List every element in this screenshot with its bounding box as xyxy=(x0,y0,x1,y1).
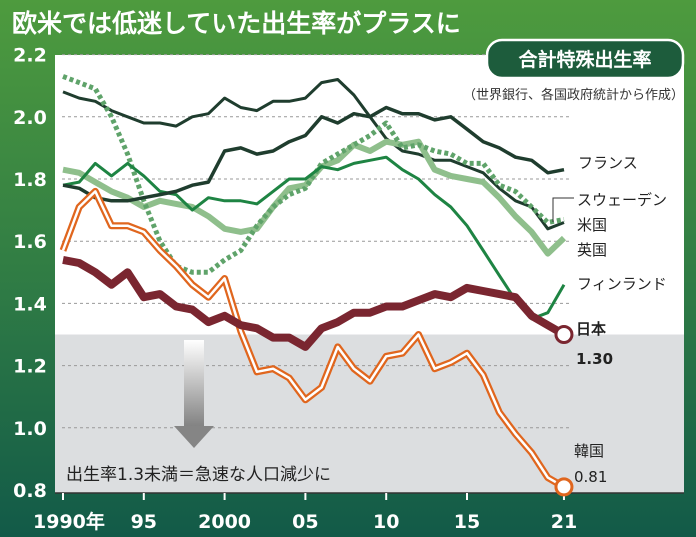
subtitle-badge xyxy=(485,38,685,80)
y-tick-label: 2.0 xyxy=(13,107,47,129)
series-line-4 xyxy=(62,105,565,203)
x-tick-label: 1990年 xyxy=(33,510,105,533)
legend-label-uk: 英国 xyxy=(577,241,607,259)
x-tick-label: 05 xyxy=(292,511,318,533)
subtitle: 合計特殊出生率 xyxy=(518,48,651,71)
x-tick-label: 21 xyxy=(551,511,577,533)
y-tick-label: 2.2 xyxy=(13,45,47,67)
down-arrow-shaft xyxy=(184,340,204,428)
y-tick-label: 1.0 xyxy=(13,418,47,440)
y-tick-label: 1.2 xyxy=(13,356,47,378)
y-tick-label: 1.6 xyxy=(13,231,47,253)
y-tick-label: 1.8 xyxy=(13,169,47,191)
legend-label-us: 米国 xyxy=(577,216,607,234)
series-end-marker xyxy=(554,477,574,497)
legend-label-finland: フィンランド xyxy=(577,275,667,293)
chart-title: 欧米では低迷していた出生率がプラスに xyxy=(12,9,461,38)
legend-label-korea: 韓国 xyxy=(574,442,604,460)
y-tick-label: 0.8 xyxy=(13,480,47,502)
series-line-5-inner xyxy=(61,190,565,488)
legend-label-japan: 日本 xyxy=(576,320,606,338)
series-line-0 xyxy=(62,78,565,231)
series-end-marker xyxy=(554,325,574,344)
sweden-leader-line xyxy=(552,197,574,222)
x-tick-label: 15 xyxy=(454,511,480,533)
below-threshold-zone xyxy=(55,334,684,493)
legend-label-sweden: スウェーデン xyxy=(577,191,667,209)
y-tick-label: 1.4 xyxy=(13,293,47,315)
source-note: （世界銀行、各国政府統計から作成） xyxy=(463,87,684,103)
japan-value-label: 1.30 xyxy=(576,350,613,368)
korea-value-label: 0.81 xyxy=(574,468,607,486)
legend-label-france: フランス xyxy=(578,154,638,172)
series-line-3 xyxy=(62,155,566,321)
down-arrow-head xyxy=(174,426,214,448)
x-tick-label: 2000 xyxy=(198,511,251,533)
x-tick-label: 95 xyxy=(131,511,157,533)
series-line-2 xyxy=(62,74,565,275)
x-tick-label: 10 xyxy=(373,511,399,533)
threshold-annotation: 出生率1.3未満＝急速な人口減少に xyxy=(66,465,331,485)
series-line-6 xyxy=(62,255,566,351)
